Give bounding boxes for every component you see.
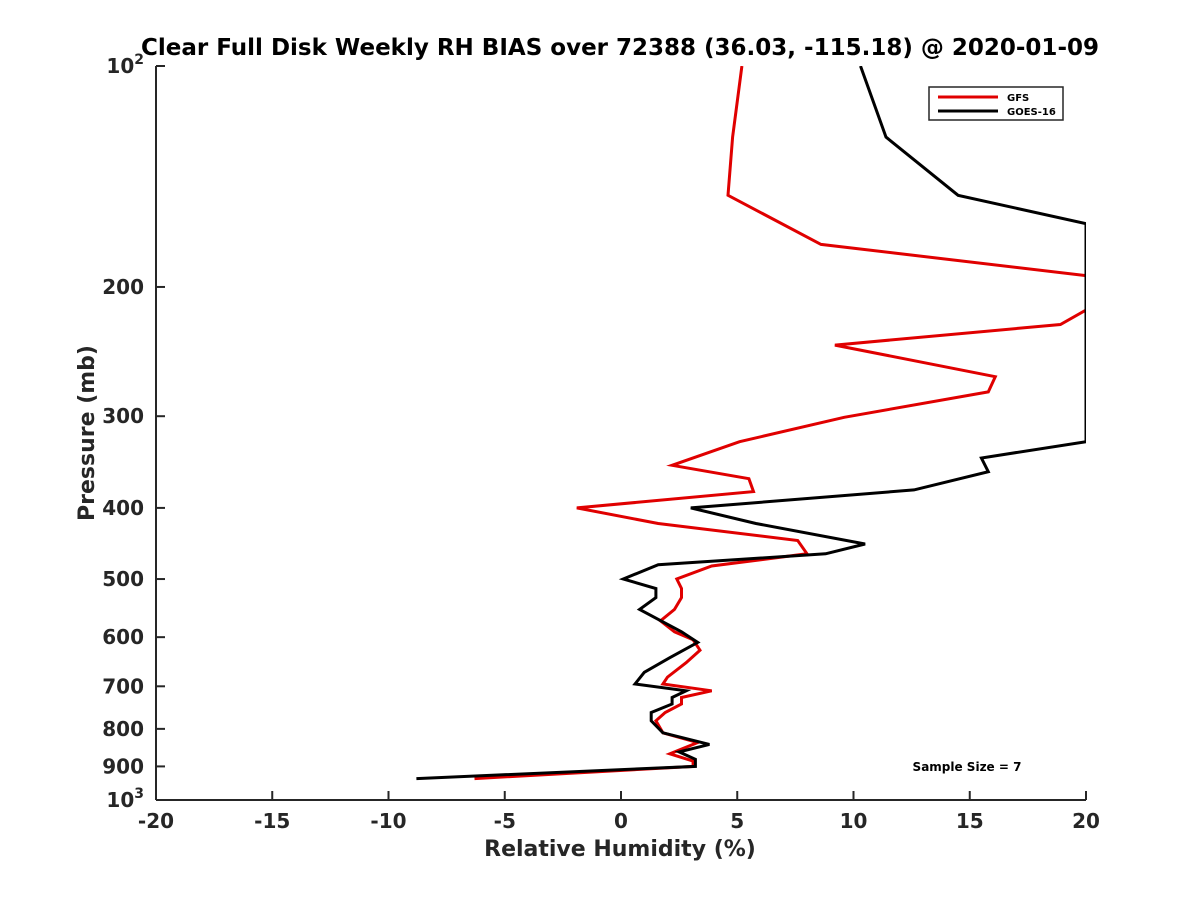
x-tick-label: -15 <box>254 809 290 833</box>
x-tick-label: -20 <box>138 809 174 833</box>
x-tick-label: -10 <box>370 809 406 833</box>
series-line-gfs <box>474 66 1086 781</box>
plot-lines <box>416 66 1086 781</box>
y-tick-label: 800 <box>102 717 144 741</box>
x-axis-label: Relative Humidity (%) <box>484 837 756 862</box>
y-tick-label: 102 <box>106 52 144 78</box>
legend-label: GOES-16 <box>1007 107 1056 118</box>
x-tick-label: 0 <box>614 809 628 833</box>
x-tick-label: 5 <box>730 809 744 833</box>
legend: GFS GOES-16 <box>928 86 1064 121</box>
y-tick-label: 200 <box>102 275 144 299</box>
legend-label: GFS <box>1007 93 1029 104</box>
chart-title: Clear Full Disk Weekly RH BIAS over 7238… <box>141 35 1099 61</box>
y-tick-label: 400 <box>102 496 144 520</box>
x-tick-label: 10 <box>840 809 868 833</box>
y-tick-label: 600 <box>102 625 144 649</box>
y-tick-label: 500 <box>102 567 144 591</box>
y-tick-label: 900 <box>102 754 144 778</box>
x-tick-label: -5 <box>494 809 516 833</box>
axes: -20 -15 -10 -5 0 5 10 15 20 102 200 300 400 500 600 700… <box>102 52 1100 833</box>
y-axis-label: Pressure (mb) <box>75 345 100 521</box>
series-line-goes-16 <box>416 66 1086 781</box>
y-tick-label: 700 <box>102 674 144 698</box>
x-tick-label: 20 <box>1072 809 1100 833</box>
sample-size-annotation: Sample Size = 7 <box>913 760 1022 774</box>
x-tick-label: 15 <box>956 809 984 833</box>
y-tick-label: 300 <box>102 404 144 428</box>
y-tick-label: 103 <box>106 786 144 812</box>
legend-box <box>928 86 1064 121</box>
